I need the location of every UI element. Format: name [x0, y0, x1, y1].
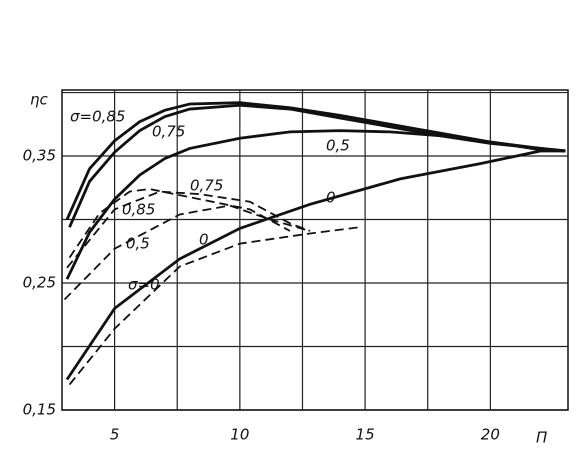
curve-label: 0,5 [326, 137, 350, 155]
curve [68, 226, 361, 386]
curve [65, 149, 566, 381]
y-tick-label: 0,35 [23, 147, 56, 165]
curve-label: σ=0,85 [70, 108, 125, 126]
curve [66, 190, 311, 269]
curve-label: 0 [326, 189, 336, 207]
curve [63, 204, 311, 301]
x-tick-label: 15 [356, 426, 375, 444]
curve-label: 0,75 [152, 123, 185, 141]
plot-frame [61, 89, 569, 411]
curve-label: 0,85 [122, 201, 155, 219]
x-axis-label: П [536, 429, 547, 447]
curve-label: 0,75 [190, 177, 223, 195]
y-tick-label: 0,15 [23, 401, 56, 419]
x-tick-label: 5 [110, 426, 120, 444]
y-tick-label: 0,25 [23, 274, 56, 292]
curve [65, 129, 566, 280]
curve [68, 188, 291, 259]
curve-label: 0,5 [126, 235, 150, 253]
y-axis-label: ηc [30, 91, 49, 109]
curve-label: 0 [199, 231, 209, 249]
x-tick-label: 10 [230, 426, 249, 444]
x-tick-label: 20 [481, 426, 500, 444]
curve-label: σ=0 [128, 276, 160, 294]
